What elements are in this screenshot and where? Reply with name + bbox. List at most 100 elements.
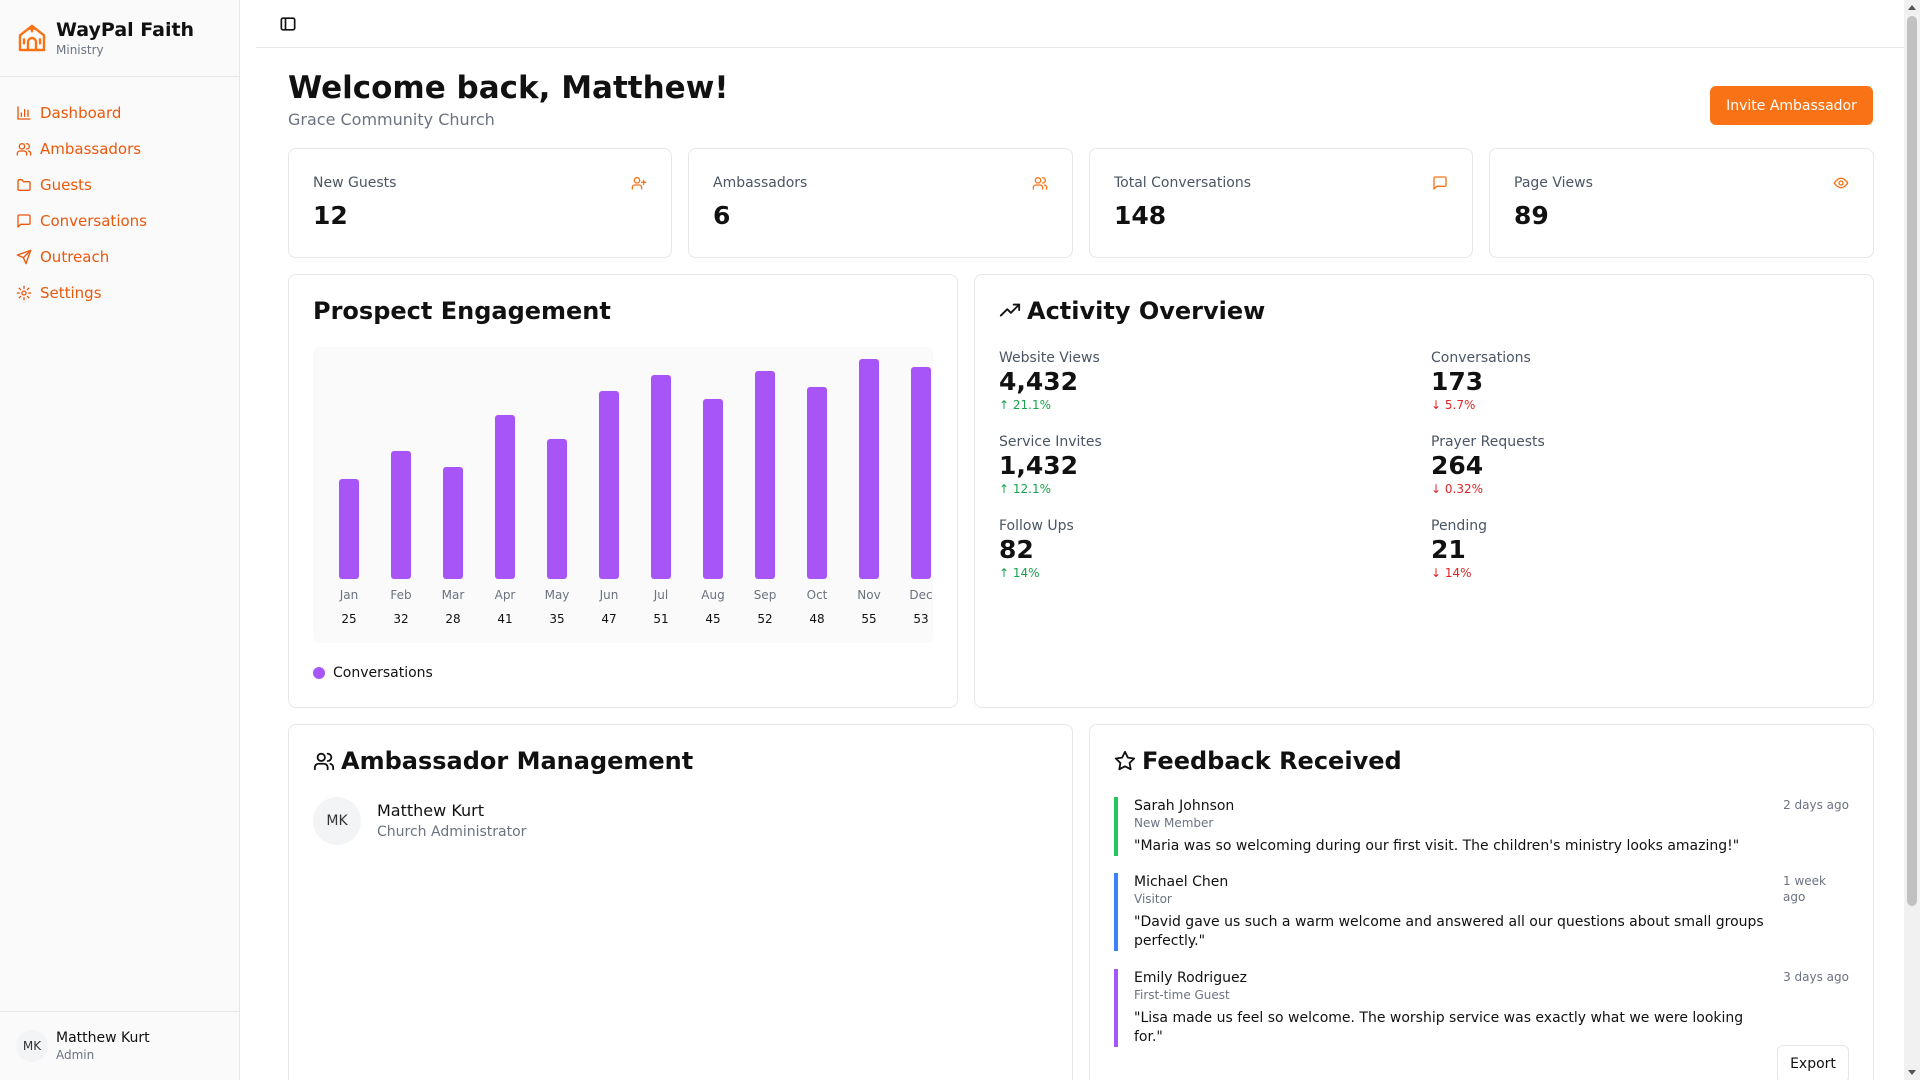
sidebar-toggle-icon[interactable] — [278, 14, 298, 34]
sidebar-nav: Dashboard Ambassadors Guests Conversatio… — [0, 77, 239, 311]
activity-value: 1,432 — [999, 451, 1079, 480]
activity-item-conversations: Conversations 173 ↓ 5.7% — [1431, 349, 1531, 413]
activity-change: ↑ 12.1% — [999, 482, 1051, 496]
x-tick-label: Feb — [390, 588, 411, 602]
feedback-role: First-time Guest — [1134, 988, 1230, 1002]
trending-up-icon — [999, 303, 1021, 317]
sidebar-item-guests[interactable]: Guests — [0, 167, 239, 203]
card-title: Activity Overview — [999, 297, 1265, 325]
feedback-author: Emily Rodriguez — [1134, 970, 1247, 986]
church-name: Grace Community Church — [288, 110, 495, 129]
activity-label: Prayer Requests — [1431, 434, 1545, 450]
stat-value: 148 — [1114, 201, 1167, 230]
feedback-item: Michael Chen Visitor "David gave us such… — [1114, 873, 1849, 951]
eye-icon — [1833, 177, 1849, 189]
stat-card-ambassadors: Ambassadors 6 — [688, 148, 1073, 258]
top-bar — [256, 0, 1904, 48]
stat-label: New Guests — [313, 175, 397, 191]
data-label: 28 — [445, 612, 460, 626]
scroll-down-arrow-icon[interactable] — [1908, 1070, 1916, 1075]
bar-oct — [807, 387, 827, 579]
feedback-quote: "Lisa made us feel so welcome. The worsh… — [1134, 1010, 1744, 1045]
x-tick-label: Apr — [495, 588, 516, 602]
engagement-chart: Jan 25 Feb 32 Mar 28 Apr 41 May 35 Jun 47 Jul 51 Aug 45… — [313, 347, 933, 643]
stat-label: Ambassadors — [713, 175, 808, 191]
activity-item-service-invites: Service Invites 1,432 ↑ 12.1% — [999, 433, 1102, 497]
activity-change: ↓ 14% — [1431, 566, 1472, 580]
feedback-time: 1 week ago — [1783, 874, 1826, 904]
activity-item-pending: Pending 21 ↓ 14% — [1431, 517, 1487, 581]
feedback-role: New Member — [1134, 816, 1214, 830]
sidebar-item-dashboard[interactable]: Dashboard — [0, 95, 239, 131]
x-tick-label: May — [545, 588, 570, 602]
bar-may — [547, 439, 567, 579]
chart-legend: Conversations — [313, 665, 433, 681]
legend-swatch — [313, 667, 325, 679]
activity-item-prayer-requests: Prayer Requests 264 ↓ 0.32% — [1431, 433, 1545, 497]
ambassador-name: Matthew Kurt — [377, 801, 484, 820]
bar-apr — [495, 415, 515, 579]
feedback-received-card: Feedback Received Sarah Johnson New Memb… — [1089, 724, 1874, 1080]
prospect-engagement-card: Prospect Engagement Jan 25 Feb 32 Mar 28 Apr 41… — [288, 274, 958, 708]
activity-value: 264 — [1431, 451, 1484, 480]
scroll-thumb[interactable] — [1907, 16, 1917, 906]
card-title: Prospect Engagement — [313, 297, 611, 325]
message-square-icon — [1433, 176, 1447, 190]
sidebar-item-settings[interactable]: Settings — [0, 275, 239, 311]
sidebar-user[interactable]: MK Matthew Kurt Admin — [0, 1011, 239, 1080]
activity-item-website-views: Website Views 4,432 ↑ 21.1% — [999, 349, 1100, 413]
x-tick-label: Sep — [754, 588, 777, 602]
bar-mar — [443, 467, 463, 579]
data-label: 35 — [549, 612, 564, 626]
activity-change: ↓ 5.7% — [1431, 398, 1476, 412]
activity-item-follow-ups: Follow Ups 82 ↑ 14% — [999, 517, 1074, 581]
activity-label: Pending — [1431, 518, 1487, 534]
ambassador-management-card: Ambassador Management MK Matthew Kurt Ch… — [288, 724, 1073, 1080]
avatar: MK — [313, 797, 361, 845]
bar-jul — [651, 375, 671, 579]
data-label: 52 — [757, 612, 772, 626]
data-label: 45 — [705, 612, 720, 626]
bar-chart-icon — [17, 106, 31, 120]
x-tick-label: Aug — [701, 588, 724, 602]
feedback-time: 2 days ago — [1783, 798, 1849, 812]
export-button[interactable]: Export — [1777, 1045, 1849, 1080]
activity-change: ↓ 0.32% — [1431, 482, 1483, 496]
scroll-up-arrow-icon[interactable] — [1908, 5, 1916, 10]
user-plus-icon — [631, 177, 647, 190]
star-icon — [1114, 750, 1136, 771]
sidebar-item-ambassadors[interactable]: Ambassadors — [0, 131, 239, 167]
invite-ambassador-button[interactable]: Invite Ambassador — [1710, 86, 1873, 125]
feedback-author: Michael Chen — [1134, 874, 1229, 890]
activity-overview-card: Activity Overview Website Views 4,432 ↑ … — [974, 274, 1874, 708]
activity-label: Conversations — [1431, 350, 1531, 366]
feedback-time: 3 days ago — [1783, 970, 1849, 984]
brand[interactable]: WayPal Faith Ministry — [0, 0, 239, 77]
users-icon — [1032, 177, 1048, 190]
sidebar-item-outreach[interactable]: Outreach — [0, 239, 239, 275]
ambassador-row[interactable]: MK Matthew Kurt Church Administrator — [313, 797, 526, 845]
brand-title: WayPal Faith — [56, 19, 195, 41]
stat-card-new-guests: New Guests 12 — [288, 148, 672, 258]
stat-value: 89 — [1514, 201, 1549, 230]
sidebar-item-label: Ambassadors — [40, 140, 142, 158]
page-scrollbar[interactable] — [1904, 0, 1920, 1080]
send-icon — [16, 249, 32, 265]
stat-value: 12 — [313, 201, 348, 230]
feedback-author: Sarah Johnson — [1134, 798, 1235, 814]
stat-label: Total Conversations — [1114, 175, 1251, 191]
activity-label: Website Views — [999, 350, 1100, 366]
bar-jan — [339, 479, 359, 579]
sidebar-item-label: Dashboard — [40, 104, 122, 122]
x-tick-label: Jun — [599, 588, 619, 602]
sidebar-item-label: Guests — [40, 176, 92, 194]
user-role: Admin — [56, 1048, 95, 1062]
feedback-role: Visitor — [1134, 892, 1172, 906]
bar-jun — [599, 391, 619, 579]
data-label: 47 — [601, 612, 616, 626]
gear-icon — [16, 285, 32, 301]
sidebar-item-label: Settings — [40, 284, 102, 302]
card-title-text: Activity Overview — [1027, 297, 1266, 325]
sidebar-item-conversations[interactable]: Conversations — [0, 203, 239, 239]
activity-value: 173 — [1431, 367, 1484, 396]
